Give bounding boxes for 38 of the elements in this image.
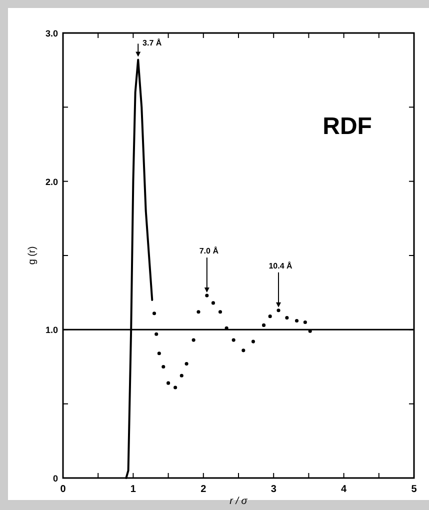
point (268, 314, 272, 318)
point (154, 332, 158, 336)
point (294, 318, 299, 323)
annotation: 3.7 Å (142, 38, 162, 48)
x-tick-label: 2 (200, 484, 207, 495)
x-tick-label: 5 (411, 484, 418, 495)
point (232, 338, 236, 342)
point (303, 320, 307, 324)
y-tick-label: 1.0 (45, 325, 58, 336)
point (162, 364, 166, 369)
x-tick-label: 0 (60, 484, 66, 495)
point (285, 316, 289, 320)
y-tick-label: 0 (52, 474, 58, 484)
point (174, 386, 178, 390)
x-tick-label: 1 (130, 484, 136, 495)
y-tick-label: 3.0 (45, 28, 58, 38)
annotation: 7.0 Å (199, 246, 219, 256)
x-axis-title: r / σ (230, 496, 248, 507)
point (276, 308, 280, 312)
point (157, 352, 161, 356)
y-tick-label: 2.0 (45, 176, 58, 187)
point (242, 348, 246, 352)
annotation: RDF (322, 112, 372, 140)
point (211, 301, 216, 305)
x-tick-label: 3 (270, 484, 277, 495)
point (184, 362, 188, 366)
point (262, 323, 266, 327)
point (180, 374, 184, 378)
point (205, 294, 209, 298)
x-tick-label: 4 (341, 484, 348, 495)
point (251, 340, 256, 344)
annotation: 10.4 Å (268, 260, 293, 270)
point (152, 312, 156, 316)
point (166, 381, 170, 385)
point (218, 310, 222, 314)
y-axis-title: g (r) (27, 246, 38, 265)
point (196, 310, 200, 314)
point (192, 338, 196, 342)
